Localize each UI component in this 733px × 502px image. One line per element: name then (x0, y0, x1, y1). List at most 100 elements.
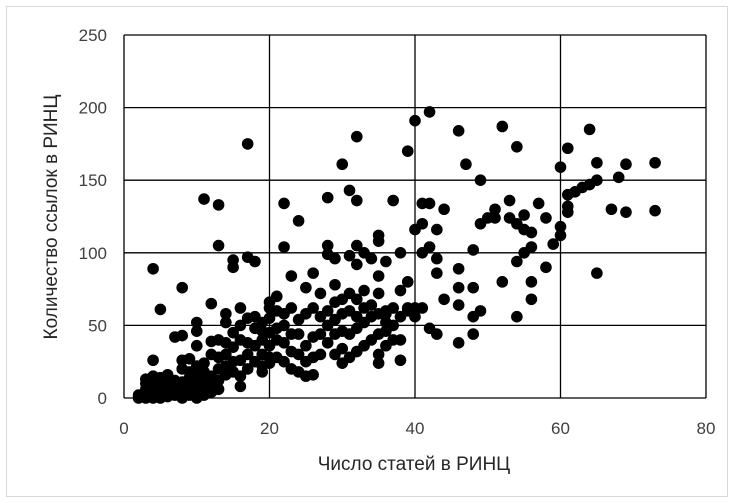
data-point (351, 194, 363, 207)
data-point (292, 215, 305, 227)
x-tick-label: 40 (406, 419, 425, 438)
data-point (292, 348, 305, 361)
data-point (241, 363, 254, 375)
data-point (649, 204, 661, 217)
data-point (460, 158, 472, 171)
data-point (561, 200, 574, 213)
data-point (220, 348, 232, 361)
data-point (518, 209, 530, 221)
data-point (511, 310, 523, 323)
data-point (365, 252, 378, 265)
y-tick-label: 200 (79, 99, 107, 118)
data-point (612, 171, 625, 184)
data-point (525, 276, 538, 288)
data-point (270, 290, 283, 303)
data-point (358, 284, 370, 297)
data-point (154, 303, 167, 316)
data-point (190, 325, 203, 338)
data-point (605, 203, 618, 216)
data-point (525, 226, 538, 239)
data-point (234, 380, 247, 393)
data-point (300, 339, 312, 352)
data-point (489, 212, 501, 224)
data-point (336, 342, 349, 355)
data-point (467, 281, 480, 294)
data-point (532, 197, 545, 210)
data-point (314, 328, 327, 340)
data-point (176, 281, 188, 294)
y-axis-title: Количество ссылок в РИНЦ (41, 95, 62, 340)
data-point (351, 239, 363, 252)
data-point (452, 299, 465, 311)
y-tick-label: 50 (88, 316, 107, 335)
data-point (183, 352, 196, 365)
data-point (401, 276, 414, 288)
data-point (431, 252, 443, 265)
data-point (423, 197, 436, 210)
data-point (300, 281, 312, 294)
data-point (278, 319, 290, 332)
data-point (387, 194, 399, 207)
data-point (212, 239, 225, 252)
data-point (423, 106, 436, 118)
data-point (321, 305, 334, 317)
data-point (227, 326, 239, 339)
data-point (554, 161, 567, 173)
data-point (285, 302, 298, 314)
data-point (278, 337, 290, 349)
data-point (278, 197, 290, 210)
data-point (147, 354, 159, 367)
data-point (416, 217, 429, 230)
data-point (321, 191, 334, 204)
data-point (503, 194, 516, 207)
data-point (234, 319, 247, 332)
data-point (336, 158, 349, 171)
data-point (351, 130, 363, 143)
data-point (263, 312, 276, 324)
data-point (190, 339, 203, 352)
data-point (394, 354, 407, 367)
data-point (387, 302, 399, 314)
data-point (343, 249, 356, 262)
data-point (438, 203, 450, 216)
data-point (329, 252, 341, 265)
data-point (351, 293, 363, 306)
data-point (394, 247, 407, 259)
x-tick-label: 60 (551, 419, 570, 438)
data-point (511, 255, 523, 268)
data-point (467, 328, 480, 340)
data-point (431, 267, 443, 279)
data-point (452, 281, 465, 294)
data-point (431, 328, 443, 340)
data-point (438, 293, 450, 306)
data-point (474, 174, 487, 186)
data-point (198, 193, 210, 205)
data-point (474, 305, 487, 317)
y-tick-label: 100 (79, 244, 107, 263)
data-point (416, 302, 429, 314)
data-point (190, 316, 203, 329)
data-point (147, 262, 159, 275)
y-tick-label: 0 (98, 389, 107, 408)
data-point (620, 206, 632, 218)
data-points (132, 106, 661, 404)
data-point (649, 156, 661, 169)
data-point (467, 244, 480, 256)
data-point (583, 123, 596, 136)
data-point (591, 267, 603, 279)
data-point (212, 199, 225, 211)
data-point (227, 341, 239, 353)
data-point (394, 284, 407, 297)
data-point (176, 329, 188, 342)
data-point (554, 220, 567, 233)
data-point (234, 302, 247, 314)
data-point (329, 278, 341, 291)
x-tick-labels: 0 20 40 60 80 (119, 419, 715, 438)
data-point (372, 357, 385, 369)
data-point (380, 255, 392, 268)
data-point (234, 370, 247, 383)
data-point (285, 270, 298, 282)
data-point (372, 270, 385, 282)
data-point (278, 355, 290, 368)
data-point (321, 337, 334, 349)
